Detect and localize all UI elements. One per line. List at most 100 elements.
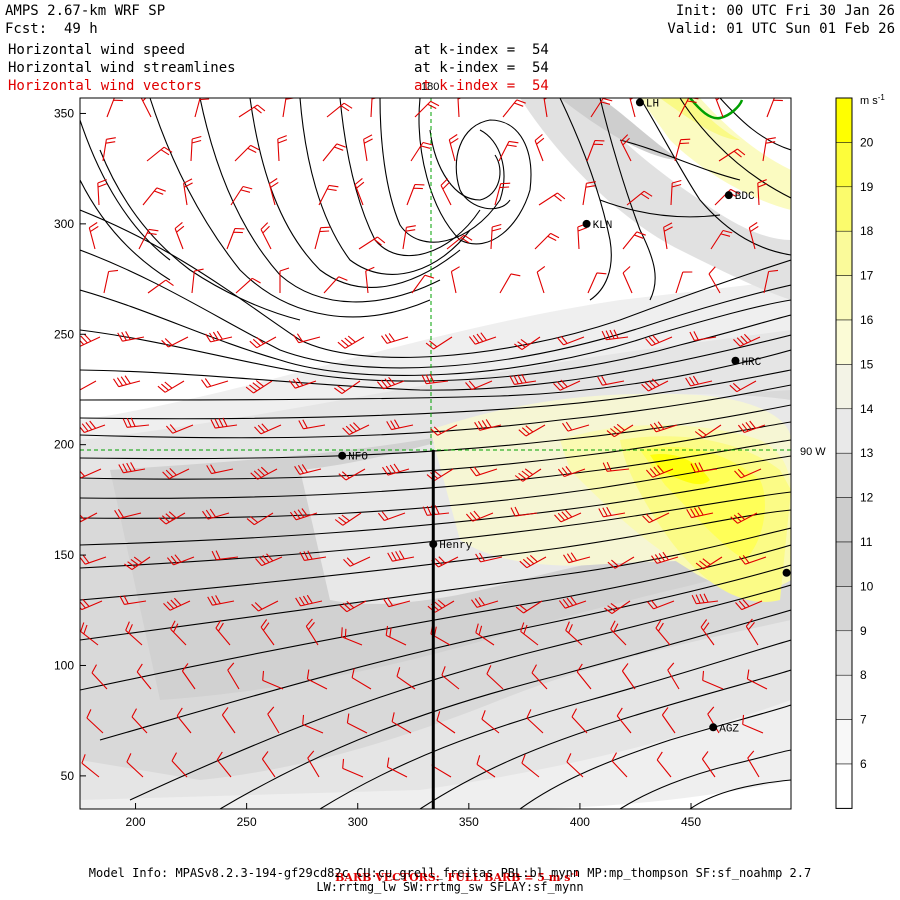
- wind-barb: [645, 335, 673, 347]
- wind-barb: [249, 336, 277, 349]
- wind-barb: [562, 421, 590, 432]
- wind-barb: [202, 508, 230, 520]
- wind-barb: [718, 148, 746, 162]
- station-label: HRC: [741, 357, 761, 369]
- wind-barb: [342, 422, 370, 436]
- wind-barb: [661, 707, 676, 734]
- y-tick-label: 200: [54, 438, 74, 452]
- wind-barb: [385, 625, 407, 646]
- wind-barb: [207, 595, 235, 606]
- wind-barb: [261, 751, 276, 778]
- colorbar-label: 11: [860, 535, 873, 549]
- wind-barb: [230, 185, 253, 206]
- colorbar-label: 10: [860, 579, 874, 593]
- colorbar-label: 9: [860, 624, 867, 638]
- wind-barb: [117, 331, 145, 342]
- field-level-vectors: at k-index = 54: [414, 78, 549, 94]
- field-name-speed: Horizontal wind speed: [8, 42, 186, 58]
- wind-barb: [590, 98, 613, 118]
- wind-barb: [571, 708, 588, 734]
- wind-barb: [606, 423, 634, 438]
- wind-barb: [641, 378, 669, 392]
- wind-barb: [250, 466, 278, 480]
- wind-barb: [448, 134, 459, 162]
- wind-barb: [702, 670, 724, 690]
- wind-barb: [757, 179, 768, 206]
- wind-barb: [766, 98, 783, 118]
- wind-barb: [163, 597, 191, 611]
- wind-barb: [626, 190, 653, 206]
- colorbar-label: 6: [860, 757, 867, 771]
- wind-barb: [387, 550, 415, 562]
- wind-barb: [514, 336, 541, 351]
- wind-barb: [670, 179, 682, 206]
- wind-barb: [255, 553, 283, 567]
- wind-barb: [80, 380, 97, 391]
- wind-barb: [763, 269, 779, 294]
- wind-barb: [733, 333, 761, 347]
- wind-barb: [426, 468, 454, 482]
- wind-barb: [663, 222, 673, 250]
- wind-barb: [616, 707, 632, 734]
- wind-barb: [386, 757, 408, 778]
- wind-barb: [142, 187, 166, 206]
- wind-barb: [246, 512, 274, 526]
- wind-barb: [520, 622, 539, 646]
- wind-barb: [106, 98, 123, 118]
- wind-barb: [411, 274, 435, 294]
- wind-barb: [80, 420, 106, 434]
- wind-barb: [450, 266, 460, 294]
- wind-barb: [425, 336, 453, 350]
- barb-caption: BARB VECTORS: FULL BARB = 5 m s-1: [0, 852, 900, 885]
- station-marker: [709, 723, 718, 732]
- wind-barb: [715, 98, 724, 118]
- wind-barb: [526, 709, 544, 734]
- wind-speed-shading: [80, 98, 791, 809]
- wind-barb: [686, 506, 714, 519]
- wind-barb: [80, 599, 103, 611]
- wind-barb: [103, 269, 119, 294]
- wind-barb: [536, 265, 546, 294]
- wind-barb: [675, 271, 693, 294]
- station-label: LH: [646, 98, 659, 110]
- streamlines: [80, 98, 791, 809]
- wind-barb: [337, 335, 365, 349]
- wind-barb: [691, 593, 719, 605]
- wind-barb: [295, 594, 323, 607]
- wind-barb: [131, 708, 148, 734]
- wind-barb: [747, 750, 760, 778]
- init-time: Init: 00 UTC Fri 30 Jan 26: [675, 3, 895, 19]
- colorbar-label: 13: [860, 446, 874, 460]
- wind-barb: [685, 375, 713, 387]
- wind-barb: [689, 331, 717, 341]
- x-tick-label: 400: [570, 815, 590, 829]
- wind-barb: [146, 146, 173, 162]
- wind-barb: [91, 664, 108, 690]
- wind-barb: [289, 508, 318, 521]
- colorbar-swatch: [835, 319, 853, 365]
- wind-barb: [534, 232, 560, 250]
- x-axis: 200 250 300 350 400 450: [126, 803, 701, 829]
- wind-barb: [254, 423, 282, 435]
- colorbar-swatch: [835, 230, 853, 276]
- wind-barb: [695, 556, 723, 570]
- wind-barb: [607, 556, 635, 569]
- wind-barb: [421, 373, 449, 385]
- wind-barb: [346, 713, 368, 734]
- wind-barb: [323, 276, 348, 294]
- wind-barb: [565, 621, 583, 646]
- wind-barb: [471, 597, 499, 608]
- wind-barb: [410, 141, 433, 162]
- wind-barb: [293, 333, 321, 344]
- wind-barb: [194, 98, 210, 118]
- wind-barb: [262, 670, 284, 690]
- colorbar-label: 12: [860, 491, 874, 505]
- wind-barb: [649, 421, 678, 433]
- wind-barb: [80, 468, 102, 479]
- wind-barb: [215, 619, 231, 646]
- wind-barb: [298, 419, 326, 430]
- wind-barb: [621, 663, 636, 690]
- wind-barb: [119, 595, 147, 605]
- wind-barb: [97, 179, 108, 206]
- wind-barb: [576, 663, 592, 690]
